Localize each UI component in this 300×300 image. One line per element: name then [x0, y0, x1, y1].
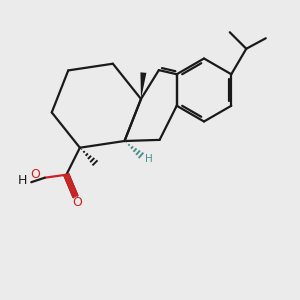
Text: O: O	[72, 196, 82, 209]
Polygon shape	[140, 72, 146, 99]
Text: O: O	[30, 168, 40, 181]
Text: H: H	[145, 154, 153, 164]
Text: H: H	[18, 174, 27, 187]
